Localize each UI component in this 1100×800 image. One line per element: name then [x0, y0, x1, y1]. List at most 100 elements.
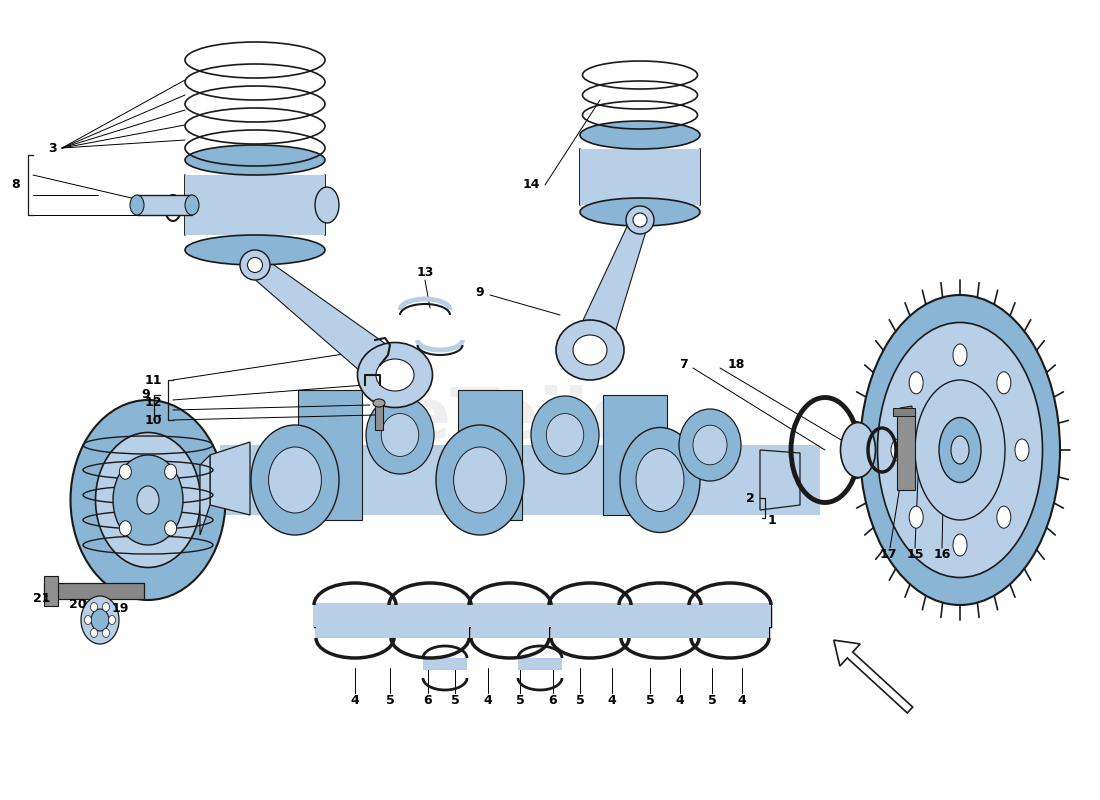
Ellipse shape — [85, 615, 91, 625]
Text: 13: 13 — [416, 266, 433, 278]
Text: 16: 16 — [933, 549, 950, 562]
Text: 18: 18 — [728, 358, 746, 371]
Bar — [893, 408, 915, 416]
Ellipse shape — [70, 400, 226, 600]
Text: 105: 105 — [631, 428, 708, 492]
Bar — [44, 583, 144, 599]
Text: 5: 5 — [386, 694, 395, 706]
Polygon shape — [471, 618, 549, 638]
Ellipse shape — [96, 433, 200, 567]
Bar — [896, 410, 915, 490]
Ellipse shape — [910, 506, 923, 528]
Polygon shape — [424, 658, 468, 670]
Text: 6: 6 — [549, 694, 558, 706]
Ellipse shape — [81, 596, 119, 644]
Ellipse shape — [248, 258, 263, 273]
Bar — [375, 400, 383, 430]
Text: 11: 11 — [144, 374, 162, 386]
Polygon shape — [518, 658, 562, 670]
Ellipse shape — [90, 629, 98, 638]
Polygon shape — [603, 395, 667, 515]
Ellipse shape — [109, 615, 116, 625]
Ellipse shape — [165, 521, 177, 536]
Ellipse shape — [620, 427, 700, 533]
Ellipse shape — [120, 521, 131, 536]
Ellipse shape — [952, 436, 969, 464]
Ellipse shape — [315, 187, 339, 223]
Ellipse shape — [268, 447, 321, 513]
Polygon shape — [689, 603, 771, 627]
Ellipse shape — [997, 506, 1011, 528]
Ellipse shape — [910, 372, 923, 394]
Polygon shape — [249, 256, 407, 390]
Ellipse shape — [453, 447, 506, 513]
Text: 15: 15 — [906, 549, 924, 562]
Text: 4: 4 — [607, 694, 616, 706]
Ellipse shape — [358, 342, 432, 407]
Text: 4: 4 — [351, 694, 360, 706]
Ellipse shape — [573, 335, 607, 365]
Polygon shape — [551, 618, 629, 638]
Polygon shape — [458, 390, 522, 520]
Polygon shape — [549, 603, 631, 627]
Polygon shape — [314, 603, 396, 627]
Ellipse shape — [693, 426, 727, 465]
Ellipse shape — [102, 629, 110, 638]
Text: 21: 21 — [33, 591, 50, 605]
Text: 5: 5 — [707, 694, 716, 706]
Ellipse shape — [240, 250, 270, 280]
Ellipse shape — [580, 121, 700, 149]
Polygon shape — [900, 406, 912, 490]
Ellipse shape — [915, 380, 1005, 520]
Polygon shape — [316, 618, 394, 638]
Ellipse shape — [531, 396, 600, 474]
Ellipse shape — [102, 602, 110, 611]
Ellipse shape — [939, 418, 981, 482]
Text: 6: 6 — [424, 694, 432, 706]
Ellipse shape — [878, 322, 1043, 578]
Polygon shape — [389, 603, 471, 627]
Text: a passion for parts: a passion for parts — [496, 491, 664, 509]
Text: 10: 10 — [144, 414, 162, 426]
Bar — [44, 576, 58, 606]
Ellipse shape — [91, 609, 109, 631]
Ellipse shape — [185, 195, 199, 215]
Bar — [138, 195, 192, 215]
Polygon shape — [220, 445, 819, 515]
Text: 14: 14 — [522, 178, 540, 191]
Polygon shape — [390, 618, 469, 638]
Ellipse shape — [113, 455, 183, 545]
Ellipse shape — [547, 414, 584, 457]
Ellipse shape — [90, 602, 98, 611]
Text: 8: 8 — [11, 178, 20, 191]
Polygon shape — [580, 149, 700, 205]
Text: 5: 5 — [451, 694, 460, 706]
Ellipse shape — [376, 359, 414, 391]
Ellipse shape — [636, 449, 684, 511]
Text: 20: 20 — [69, 598, 87, 611]
Polygon shape — [210, 442, 250, 515]
Text: 5: 5 — [516, 694, 525, 706]
Ellipse shape — [840, 422, 876, 478]
Polygon shape — [619, 603, 701, 627]
Ellipse shape — [366, 396, 434, 474]
Text: 1: 1 — [768, 514, 777, 526]
Text: 9: 9 — [475, 286, 484, 298]
Ellipse shape — [185, 145, 324, 175]
Text: 17: 17 — [879, 549, 896, 562]
Text: 4: 4 — [675, 694, 684, 706]
Text: eTeile: eTeile — [402, 386, 638, 454]
Ellipse shape — [556, 320, 624, 380]
Polygon shape — [185, 175, 324, 235]
Text: 3: 3 — [48, 142, 57, 154]
Ellipse shape — [891, 439, 905, 461]
Ellipse shape — [373, 399, 385, 407]
Text: 5: 5 — [575, 694, 584, 706]
Ellipse shape — [679, 409, 741, 481]
Text: 19: 19 — [112, 602, 130, 614]
Ellipse shape — [997, 372, 1011, 394]
Polygon shape — [200, 455, 210, 535]
Text: 4: 4 — [484, 694, 493, 706]
FancyArrow shape — [834, 640, 913, 713]
Polygon shape — [691, 618, 769, 638]
